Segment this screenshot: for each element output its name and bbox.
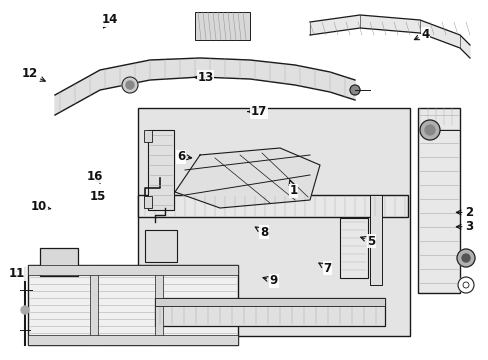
Bar: [155, 298, 384, 306]
Text: 1: 1: [288, 180, 297, 197]
Circle shape: [21, 306, 29, 314]
Bar: [40, 248, 78, 276]
Circle shape: [349, 85, 359, 95]
Text: 4: 4: [413, 28, 428, 41]
Text: 14: 14: [102, 13, 118, 28]
Bar: [28, 265, 238, 275]
Text: 7: 7: [318, 262, 331, 275]
Circle shape: [419, 120, 439, 140]
Text: 5: 5: [360, 235, 375, 248]
Bar: [90, 265, 98, 345]
Bar: [138, 195, 407, 217]
Bar: [138, 108, 409, 336]
Text: 11: 11: [9, 267, 25, 280]
Bar: [155, 298, 384, 326]
Text: 17: 17: [247, 105, 267, 118]
Circle shape: [461, 254, 469, 262]
Bar: [369, 195, 381, 285]
Polygon shape: [55, 58, 354, 115]
Polygon shape: [175, 148, 319, 208]
Text: 10: 10: [31, 201, 51, 213]
Bar: [28, 335, 238, 345]
Bar: [339, 218, 367, 278]
Bar: [417, 108, 459, 293]
Text: 12: 12: [21, 67, 45, 81]
Bar: [195, 12, 249, 40]
Text: 6: 6: [177, 150, 191, 163]
Text: 2: 2: [455, 206, 472, 219]
Polygon shape: [309, 15, 469, 58]
Text: 13: 13: [193, 71, 213, 84]
Bar: [148, 130, 174, 210]
Circle shape: [126, 81, 134, 89]
Circle shape: [457, 277, 473, 293]
Text: 16: 16: [87, 170, 103, 184]
Bar: [28, 265, 238, 345]
Bar: [143, 130, 152, 142]
Circle shape: [456, 249, 474, 267]
Text: 9: 9: [263, 274, 277, 287]
Bar: [145, 230, 177, 262]
Circle shape: [122, 77, 138, 93]
Text: 15: 15: [89, 190, 106, 203]
Bar: [143, 196, 152, 208]
Bar: [155, 265, 163, 345]
Text: 8: 8: [255, 226, 267, 239]
Text: 3: 3: [455, 220, 472, 233]
Circle shape: [424, 125, 434, 135]
